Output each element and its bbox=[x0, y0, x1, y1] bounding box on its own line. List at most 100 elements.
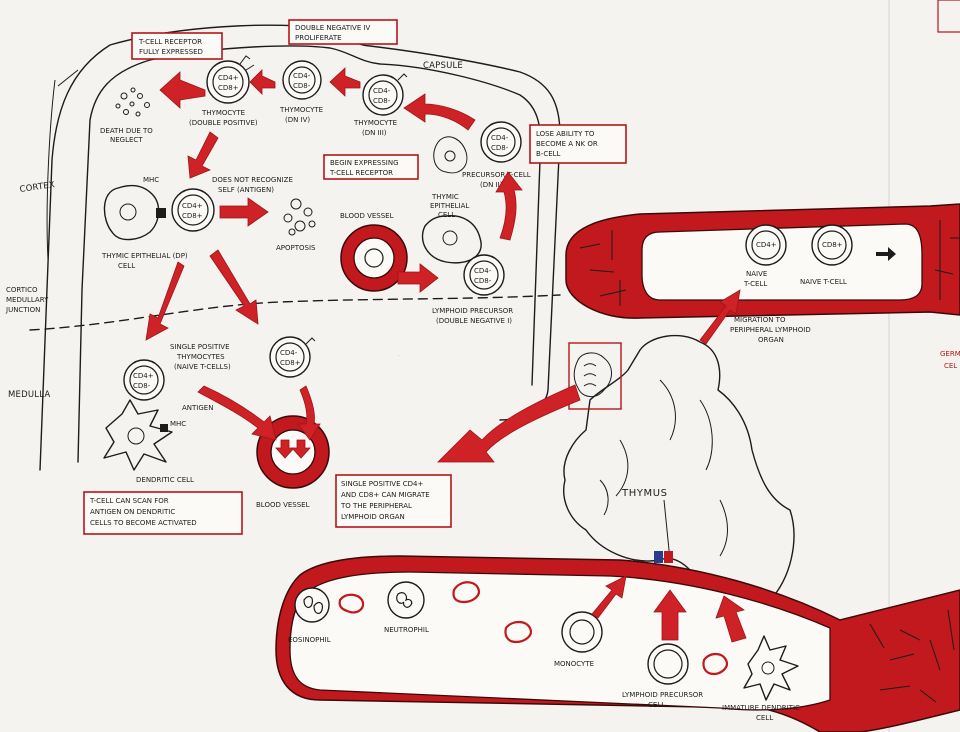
neutrophil: NEUTROPHIL bbox=[384, 581, 429, 634]
svg-text:CD4+: CD4+ bbox=[218, 74, 239, 82]
svg-text:T-CELL RECEPTOR: T-CELL RECEPTOR bbox=[138, 38, 202, 46]
mhc-label: MHC bbox=[143, 176, 159, 184]
svg-text:THYMOCYTE: THYMOCYTE bbox=[201, 109, 245, 117]
svg-text:MIGRATION TO: MIGRATION TO bbox=[734, 316, 786, 324]
svg-text:SELF (ANTIGEN): SELF (ANTIGEN) bbox=[218, 186, 274, 194]
thymocyte-dn-iv: CD4- CD8- THYMOCYTE (DN IV) bbox=[279, 60, 323, 124]
svg-text:CD4+: CD4+ bbox=[182, 202, 203, 210]
svg-text:CELL: CELL bbox=[438, 211, 455, 219]
svg-text:CELLS TO BECOME ACTIVATED: CELLS TO BECOME ACTIVATED bbox=[90, 519, 197, 527]
svg-text:CD4-: CD4- bbox=[293, 72, 311, 80]
eosinophil: EOSINOPHIL bbox=[288, 587, 331, 644]
lymphoid-precursor-cell: LYMPHOID PRECURSOR CELL bbox=[622, 643, 703, 709]
svg-text:PRECURSOR T-CELL: PRECURSOR T-CELL bbox=[462, 171, 531, 179]
svg-text:CD8-: CD8- bbox=[293, 82, 311, 90]
red-blood-cell bbox=[338, 593, 365, 614]
cortico-junction-label: CORTICO MEDULLARY JUNCTION bbox=[5, 286, 49, 314]
thymocyte-dn-iii: CD4- CD8- THYMOCYTE (DN III) bbox=[353, 73, 408, 137]
svg-text:THYMOCYTES: THYMOCYTES bbox=[176, 353, 225, 361]
box-begin-expressing: BEGIN EXPRESSING T-CELL RECEPTOR bbox=[323, 154, 419, 180]
svg-text:CD4+: CD4+ bbox=[133, 372, 154, 380]
svg-text:CD8-: CD8- bbox=[133, 382, 151, 390]
svg-text:EPITHELIAL: EPITHELIAL bbox=[430, 202, 469, 210]
svg-text:CD8+: CD8+ bbox=[218, 84, 239, 92]
svg-text:T-CELL RECEPTOR: T-CELL RECEPTOR bbox=[329, 169, 393, 177]
svg-text:THYMOCYTE: THYMOCYTE bbox=[279, 106, 323, 114]
svg-text:EOSINOPHIL: EOSINOPHIL bbox=[288, 636, 331, 644]
svg-text:CEL: CEL bbox=[944, 362, 957, 370]
svg-text:TO THE PERIPHERAL: TO THE PERIPHERAL bbox=[340, 502, 412, 510]
lymphoid-precursor-dn: CD4- CD8- LYMPHOID PRECURSOR (DOUBLE NEG… bbox=[432, 254, 513, 325]
svg-text:DENDRITIC CELL: DENDRITIC CELL bbox=[136, 476, 194, 484]
svg-text:(NAIVE T-CELLS): (NAIVE T-CELLS) bbox=[174, 363, 231, 371]
svg-text:CD8+: CD8+ bbox=[182, 212, 203, 220]
svg-text:MHC: MHC bbox=[170, 420, 186, 428]
box-tcr-expressed: T-CELL RECEPTOR FULLY EXPRESSED bbox=[131, 32, 223, 60]
death-cell: DEATH DUE TO NEGLECT bbox=[100, 87, 153, 144]
red-blood-cell bbox=[452, 581, 480, 604]
upper-vessel: CD4+ NAIVE T-CELL CD8+ NAIVE T-CELL bbox=[565, 203, 960, 319]
svg-text:CD8-: CD8- bbox=[474, 277, 492, 285]
svg-text:CD4-: CD4- bbox=[280, 349, 298, 357]
svg-text:CD8+: CD8+ bbox=[822, 241, 843, 249]
svg-text:CD8+: CD8+ bbox=[280, 359, 301, 367]
box-double-negative-iv: DOUBLE NEGATIVE IV PROLIFERATE bbox=[288, 19, 398, 45]
box-single-positive-migrate: SINGLE POSITIVE CD4+ AND CD8+ CAN MIGRAT… bbox=[335, 474, 452, 528]
thymic-epithelial-dp-cell: CD4+ CD8+ THYMIC EPITHELIAL (DP) CELL bbox=[101, 184, 215, 270]
apoptosis-cell: APOPTOSIS bbox=[276, 198, 316, 252]
thymus-entry-arrows bbox=[591, 575, 747, 643]
svg-text:MONOCYTE: MONOCYTE bbox=[554, 660, 594, 668]
dendritic-cell: MHC ANTIGEN DENDRITIC CELL bbox=[103, 399, 213, 484]
svg-text:CD4-: CD4- bbox=[491, 134, 509, 142]
svg-text:LYMPHOID PRECURSOR: LYMPHOID PRECURSOR bbox=[622, 691, 703, 699]
svg-text:DOES NOT RECOGNIZE: DOES NOT RECOGNIZE bbox=[212, 176, 293, 184]
svg-text:BEGIN EXPRESSING: BEGIN EXPRESSING bbox=[330, 159, 399, 167]
svg-text:T-CELL CAN SCAN FOR: T-CELL CAN SCAN FOR bbox=[89, 497, 169, 505]
svg-text:CD4-: CD4- bbox=[373, 87, 391, 95]
box-lose-ability: LOSE ABILITY TO BECOME A NK OR B-CELL bbox=[529, 124, 627, 164]
cortex-label: CORTEX bbox=[19, 180, 56, 195]
svg-text:AND CD8+ CAN MIGRATE: AND CD8+ CAN MIGRATE bbox=[341, 491, 430, 499]
svg-text:NEUTROPHIL: NEUTROPHIL bbox=[384, 626, 429, 634]
svg-text:(DN II): (DN II) bbox=[480, 181, 503, 189]
svg-text:ANTIGEN: ANTIGEN bbox=[182, 404, 213, 412]
svg-text:CD8-: CD8- bbox=[491, 144, 509, 152]
monocyte: MONOCYTE bbox=[554, 611, 603, 668]
immature-dendritic-cell: IMMATURE DENDRITIC CELL bbox=[722, 635, 800, 722]
box-tcell-scan: T-CELL CAN SCAN FOR ANTIGEN ON DENDRITIC… bbox=[83, 491, 243, 535]
svg-text:JUNCTION: JUNCTION bbox=[5, 306, 40, 314]
svg-text:SINGLE POSITIVE CD4+: SINGLE POSITIVE CD4+ bbox=[341, 480, 423, 488]
capsule-label: CAPSULE bbox=[423, 61, 463, 71]
svg-text:SINGLE POSITIVE: SINGLE POSITIVE bbox=[170, 343, 230, 351]
medulla-label: MEDULLA bbox=[8, 390, 50, 400]
svg-text:FULLY EXPRESSED: FULLY EXPRESSED bbox=[139, 48, 203, 56]
thymic-epithelial-cell: THYMIC EPITHELIAL CELL bbox=[421, 193, 482, 264]
svg-text:DOUBLE NEGATIVE IV: DOUBLE NEGATIVE IV bbox=[295, 24, 371, 32]
svg-text:APOPTOSIS: APOPTOSIS bbox=[276, 244, 316, 252]
svg-text:THYMIC EPITHELIAL (DP): THYMIC EPITHELIAL (DP) bbox=[101, 252, 188, 260]
svg-text:IMMATURE DENDRITIC: IMMATURE DENDRITIC bbox=[722, 704, 800, 712]
svg-text:CD4-: CD4- bbox=[474, 267, 492, 275]
lower-vessel: EOSINOPHIL NEUTROPHIL MONOCYTE LYMPHOID … bbox=[275, 555, 960, 732]
single-positive-cd4: CD4+ CD8- bbox=[123, 359, 165, 401]
svg-text:NAIVE: NAIVE bbox=[746, 270, 767, 278]
svg-text:THYMIC: THYMIC bbox=[431, 193, 459, 201]
svg-text:PERIPHERAL LYMPHOID: PERIPHERAL LYMPHOID bbox=[730, 326, 811, 334]
svg-text:THYMOCYTE: THYMOCYTE bbox=[353, 119, 397, 127]
svg-text:GERM: GERM bbox=[940, 350, 960, 358]
single-positive-cd8: CD4- CD8+ bbox=[269, 336, 316, 378]
svg-text:CORTICO: CORTICO bbox=[6, 286, 38, 294]
svg-text:(DN III): (DN III) bbox=[362, 129, 387, 137]
red-blood-cell bbox=[702, 652, 728, 676]
svg-text:NEGLECT: NEGLECT bbox=[110, 136, 143, 144]
svg-text:ORGAN: ORGAN bbox=[758, 336, 784, 344]
svg-text:LOSE ABILITY TO: LOSE ABILITY TO bbox=[536, 130, 595, 138]
svg-text:CELL: CELL bbox=[756, 714, 773, 722]
not-recognize-label: DOES NOT RECOGNIZE SELF (ANTIGEN) bbox=[212, 176, 293, 194]
single-positive-label: SINGLE POSITIVE THYMOCYTES (NAIVE T-CELL… bbox=[170, 343, 231, 371]
svg-text:DEATH DUE TO: DEATH DUE TO bbox=[100, 127, 153, 135]
flow-arrows bbox=[145, 67, 523, 441]
svg-text:B-CELL: B-CELL bbox=[536, 150, 561, 158]
right-edge-text: GERM CEL bbox=[937, 0, 960, 370]
